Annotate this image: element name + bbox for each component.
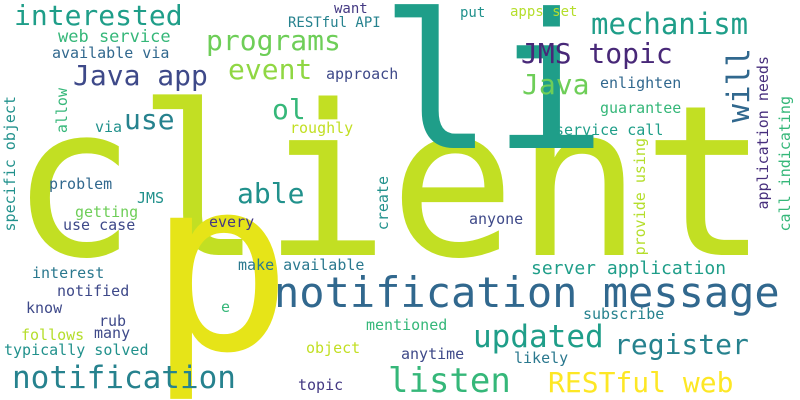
word-able: able — [237, 177, 305, 210]
word-e: e — [221, 298, 231, 316]
word-application-needs: application needs — [754, 56, 772, 210]
word-make-available: make available — [238, 256, 365, 274]
word-every: every — [209, 213, 255, 231]
word-call-indicating: call indicating — [776, 96, 794, 232]
word-object: object — [306, 339, 361, 357]
word-enlighten: enlighten — [600, 74, 682, 92]
word-problem: problem — [49, 175, 113, 193]
word-use: use — [124, 103, 175, 136]
word-know: know — [26, 299, 63, 317]
word-subscribe: subscribe — [583, 305, 665, 323]
word-typically-solved: typically solved — [4, 341, 149, 359]
word-interested: interested — [14, 0, 183, 32]
word-available-via: available via — [52, 44, 170, 62]
word-p: p — [148, 126, 293, 400]
word-notification: notification — [12, 360, 236, 396]
word-web-service: web service — [58, 27, 171, 47]
word-rub: rub — [99, 312, 127, 330]
word-restful-web: RESTful web — [548, 366, 734, 399]
word-put: put — [460, 5, 486, 21]
word-jms-topic: JMS topic — [521, 37, 673, 70]
word-java-app: Java app — [73, 59, 208, 92]
word-likely: likely — [514, 349, 569, 367]
word-client: client — [10, 60, 769, 305]
word-anyone: anyone — [469, 210, 524, 228]
word-guarantee: guarantee — [600, 99, 682, 117]
word-allow: allow — [53, 88, 71, 134]
word-interest: interest — [32, 264, 105, 282]
word-register: register — [614, 328, 749, 361]
word-specific-object: specific object — [1, 96, 19, 232]
word-updated: updated — [473, 319, 604, 355]
word-listen: listen — [388, 361, 511, 400]
word-will: will — [721, 48, 757, 123]
word-server-application: server application — [531, 258, 727, 279]
word-create: create — [374, 176, 392, 231]
word-roughly: roughly — [290, 119, 354, 137]
word-notification-message: notification message — [274, 268, 780, 317]
word-want: want — [334, 1, 368, 17]
word-service-call: service call — [555, 121, 664, 139]
word-provide-using: provide using — [631, 138, 649, 256]
word-jms: JMS — [137, 189, 165, 207]
word-via: via — [95, 118, 123, 136]
word-programs: programs — [206, 24, 341, 57]
word-mechanism: mechanism — [591, 7, 749, 41]
word-ol: ol — [272, 93, 306, 126]
word-topic: topic — [298, 376, 344, 394]
word-li: li — [380, 0, 607, 193]
word-use-case: use case — [63, 216, 136, 234]
word-restful-api: RESTful API — [288, 15, 381, 31]
word-java: Java — [522, 68, 590, 101]
word-many: many — [94, 324, 131, 342]
word-anytime: anytime — [401, 345, 465, 363]
word-approach: approach — [326, 65, 399, 83]
word-follows: follows — [21, 326, 85, 344]
word-getting: getting — [75, 203, 139, 221]
word-mentioned: mentioned — [366, 316, 448, 334]
word-event: event — [228, 53, 313, 86]
word-notified: notified — [57, 282, 130, 300]
word-apps-set: apps set — [510, 4, 578, 20]
